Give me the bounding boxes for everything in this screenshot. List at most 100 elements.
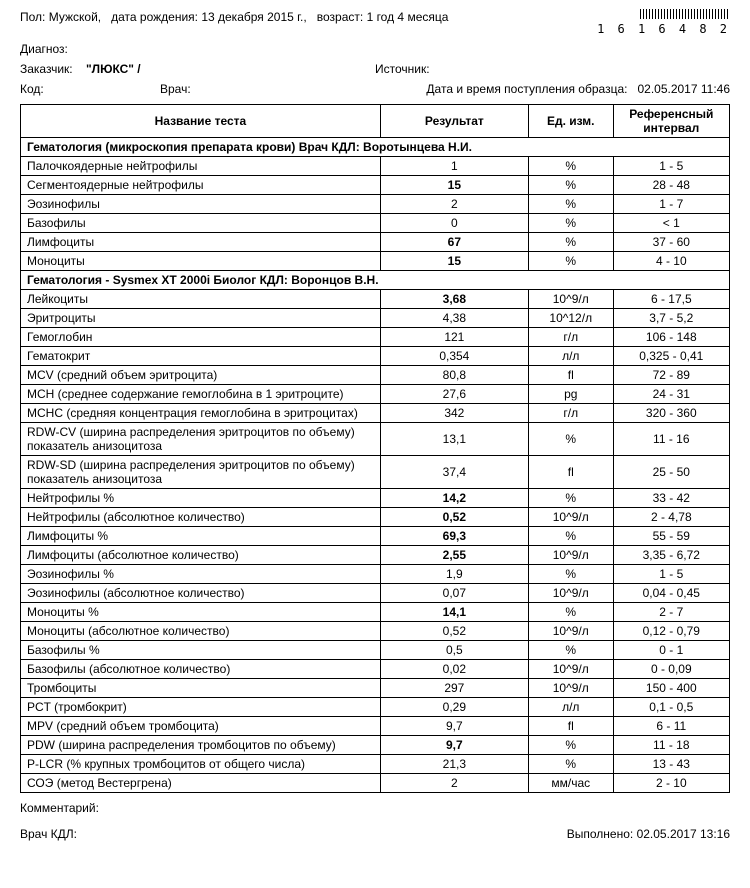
table-row: Нейтрофилы (абсолютное количество)0,5210…: [21, 508, 730, 527]
code-label: Код:: [20, 82, 44, 96]
footer-done: Выполнено: 02.05.2017 13:16: [567, 827, 730, 841]
code-cell: Код:: [20, 80, 160, 98]
result-cell: 0: [380, 214, 528, 233]
result-cell: 9,7: [380, 736, 528, 755]
unit-cell: fl: [528, 717, 613, 736]
result-cell: 1,9: [380, 565, 528, 584]
reference-cell: 6 - 17,5: [613, 290, 729, 309]
unit-cell: 10^9/л: [528, 584, 613, 603]
comment-row: Комментарий:: [20, 801, 730, 815]
col-reference: Референсный интервал: [613, 105, 729, 138]
unit-cell: мм/час: [528, 774, 613, 793]
test-name-cell: Гемоглобин: [21, 328, 381, 347]
reference-cell: 0 - 0,09: [613, 660, 729, 679]
table-row: PDW (ширина распределения тромбоцитов по…: [21, 736, 730, 755]
doctor-cell: Врач:: [160, 80, 360, 98]
footer-doctor: Врач КДЛ:: [20, 827, 77, 841]
test-name-cell: Эритроциты: [21, 309, 381, 328]
test-name-cell: Моноциты %: [21, 603, 381, 622]
unit-cell: л/л: [528, 347, 613, 366]
table-row: Гемоглобин121г/л106 - 148: [21, 328, 730, 347]
unit-cell: pg: [528, 385, 613, 404]
table-row: Базофилы %0,5%0 - 1: [21, 641, 730, 660]
unit-cell: %: [528, 252, 613, 271]
result-cell: 0,52: [380, 622, 528, 641]
result-cell: 0,02: [380, 660, 528, 679]
table-row: MCH (среднее содержание гемоглобина в 1 …: [21, 385, 730, 404]
reference-cell: 320 - 360: [613, 404, 729, 423]
unit-cell: 10^12/л: [528, 309, 613, 328]
barcode-icon: [640, 9, 730, 19]
reference-cell: 11 - 16: [613, 423, 729, 456]
table-row: PCT (тромбокрит)0,29л/л0,1 - 0,5: [21, 698, 730, 717]
test-name-cell: Моноциты: [21, 252, 381, 271]
unit-cell: 10^9/л: [528, 508, 613, 527]
unit-cell: %: [528, 157, 613, 176]
table-row: Эозинофилы (абсолютное количество)0,0710…: [21, 584, 730, 603]
unit-cell: %: [528, 565, 613, 584]
unit-cell: fl: [528, 456, 613, 489]
reference-cell: 55 - 59: [613, 527, 729, 546]
customer-row: Заказчик: "ЛЮКС" / Источник:: [20, 60, 730, 78]
test-name-cell: Эозинофилы %: [21, 565, 381, 584]
test-name-cell: MCHC (средняя концентрация гемоглобина в…: [21, 404, 381, 423]
result-cell: 69,3: [380, 527, 528, 546]
unit-cell: 10^9/л: [528, 546, 613, 565]
result-cell: 13,1: [380, 423, 528, 456]
test-name-cell: Эозинофилы: [21, 195, 381, 214]
result-cell: 37,4: [380, 456, 528, 489]
result-cell: 21,3: [380, 755, 528, 774]
reference-cell: 3,7 - 5,2: [613, 309, 729, 328]
unit-cell: %: [528, 527, 613, 546]
source-cell: Источник:: [375, 60, 730, 78]
unit-cell: 10^9/л: [528, 679, 613, 698]
table-row: RDW-CV (ширина распределения эритроцитов…: [21, 423, 730, 456]
reference-cell: 6 - 11: [613, 717, 729, 736]
reference-cell: 24 - 31: [613, 385, 729, 404]
reference-cell: 0,325 - 0,41: [613, 347, 729, 366]
unit-cell: 10^9/л: [528, 622, 613, 641]
result-cell: 2,55: [380, 546, 528, 565]
reference-cell: 1 - 5: [613, 157, 729, 176]
reference-cell: 1 - 7: [613, 195, 729, 214]
test-name-cell: MCH (среднее содержание гемоглобина в 1 …: [21, 385, 381, 404]
diagnosis-label: Диагноз:: [20, 42, 68, 56]
table-row: Моноциты15%4 - 10: [21, 252, 730, 271]
table-row: Базофилы (абсолютное количество)0,0210^9…: [21, 660, 730, 679]
reference-cell: 25 - 50: [613, 456, 729, 489]
result-cell: 0,52: [380, 508, 528, 527]
reference-cell: 0,12 - 0,79: [613, 622, 729, 641]
unit-cell: 10^9/л: [528, 290, 613, 309]
result-cell: 342: [380, 404, 528, 423]
reference-cell: 106 - 148: [613, 328, 729, 347]
result-cell: 1: [380, 157, 528, 176]
unit-cell: %: [528, 195, 613, 214]
result-cell: 14,2: [380, 489, 528, 508]
test-name-cell: Гематокрит: [21, 347, 381, 366]
unit-cell: %: [528, 176, 613, 195]
unit-cell: г/л: [528, 404, 613, 423]
reference-cell: 13 - 43: [613, 755, 729, 774]
section-row: Гематология (микроскопия препарата крови…: [21, 138, 730, 157]
unit-cell: %: [528, 489, 613, 508]
test-name-cell: MPV (средний объем тромбоцита): [21, 717, 381, 736]
result-cell: 0,29: [380, 698, 528, 717]
table-row: Эозинофилы %1,9%1 - 5: [21, 565, 730, 584]
test-name-cell: Нейтрофилы %: [21, 489, 381, 508]
test-name-cell: MCV (средний объем эритроцита): [21, 366, 381, 385]
result-cell: 0,354: [380, 347, 528, 366]
gender-label: Пол:: [20, 10, 45, 24]
test-name-cell: Сегментоядерные нейтрофилы: [21, 176, 381, 195]
unit-cell: %: [528, 755, 613, 774]
result-cell: 14,1: [380, 603, 528, 622]
dob-label: дата рождения:: [111, 10, 198, 24]
source-label: Источник:: [375, 62, 430, 76]
reference-cell: 4 - 10: [613, 252, 729, 271]
test-name-cell: СОЭ (метод Вестергрена): [21, 774, 381, 793]
reference-cell: 37 - 60: [613, 233, 729, 252]
unit-cell: %: [528, 603, 613, 622]
result-cell: 15: [380, 176, 528, 195]
table-header-row: Название теста Результат Ед. изм. Рефере…: [21, 105, 730, 138]
table-row: Сегментоядерные нейтрофилы15%28 - 48: [21, 176, 730, 195]
result-cell: 297: [380, 679, 528, 698]
